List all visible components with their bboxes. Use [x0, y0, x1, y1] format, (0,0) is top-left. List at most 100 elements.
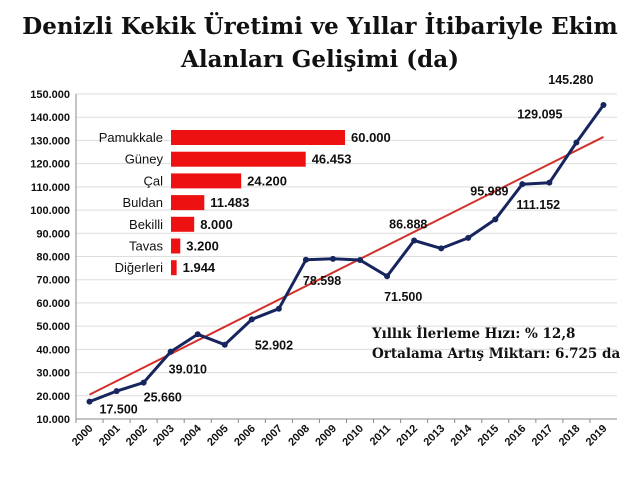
trend-line — [89, 136, 604, 396]
x-tick-label: 2017 — [530, 423, 556, 449]
inset-category-label: Buldan — [123, 195, 163, 210]
data-point — [167, 348, 174, 355]
data-label: 111.152 — [516, 198, 560, 212]
data-point — [492, 216, 499, 223]
inset-bar — [171, 151, 306, 167]
gridlines — [76, 93, 617, 420]
y-tick-label: 110.000 — [31, 182, 70, 194]
data-point — [411, 237, 418, 244]
data-point — [357, 256, 364, 263]
data-point — [275, 305, 282, 312]
data-label: 95.989 — [470, 184, 508, 198]
data-point — [194, 331, 201, 338]
chart-title: Denizli Kekik Üretimi ve Yıllar İtibariy… — [0, 10, 640, 76]
data-labels: 17.500 25.660 39.010 52.902 78.598 71.500 86.8… — [100, 73, 594, 417]
data-label: 86.888 — [389, 218, 427, 232]
data-point — [573, 139, 580, 146]
data-point — [329, 255, 336, 262]
data-label: 25.660 — [144, 391, 182, 405]
inset-value-label: 3.200 — [186, 239, 219, 254]
inset-value-label: 11.483 — [210, 195, 249, 210]
y-axis-ticks: 10.000 20.000 30.000 40.000 50.000 60.000 70.0… — [30, 89, 70, 426]
x-tick-label: 2012 — [394, 423, 420, 449]
inset-value-label: 8.000 — [200, 217, 233, 232]
data-point — [546, 179, 553, 186]
y-tick-label: 60.000 — [36, 298, 70, 310]
data-point — [221, 341, 228, 348]
x-tick-label: 2000 — [70, 423, 96, 449]
y-tick-label: 70.000 — [36, 275, 70, 287]
chart-title-line-1: Denizli Kekik Üretimi ve Yıllar İtibariy… — [22, 13, 618, 40]
x-tick-label: 2016 — [503, 423, 529, 449]
inset-value-label: 1.944 — [183, 260, 216, 275]
x-tick-label: 2014 — [449, 422, 475, 448]
series-line-group — [86, 101, 607, 405]
inset-bar — [171, 130, 345, 145]
y-tick-label: 50.000 — [36, 321, 70, 333]
trend-line-group — [89, 136, 604, 396]
data-point — [519, 181, 526, 188]
x-tick-label: 2011 — [368, 423, 393, 448]
y-tick-label: 40.000 — [36, 344, 70, 356]
y-tick-label: 120.000 — [30, 159, 70, 171]
inset-category-label: Güney — [125, 152, 164, 167]
data-label: 52.902 — [255, 338, 293, 352]
data-point — [465, 234, 472, 241]
data-label: 71.500 — [384, 290, 422, 304]
x-tick-label: 2001 — [97, 423, 123, 449]
x-tick-label: 2002 — [124, 423, 150, 449]
data-point — [302, 256, 309, 263]
inset-category-label: Tavas — [129, 239, 163, 254]
x-tick-label: 2018 — [557, 423, 583, 449]
axes — [75, 94, 617, 423]
y-tick-label: 150.000 — [30, 89, 70, 101]
y-tick-label: 80.000 — [36, 252, 70, 264]
x-tick-label: 2004 — [178, 422, 204, 448]
x-tick-label: 2008 — [286, 423, 312, 449]
y-tick-label: 90.000 — [36, 228, 70, 240]
data-point — [438, 245, 445, 252]
data-label: 39.010 — [169, 363, 207, 377]
data-point — [248, 316, 255, 323]
inset-value-label: 60.000 — [351, 130, 391, 145]
y-tick-label: 20.000 — [36, 391, 70, 403]
y-tick-label: 10.000 — [36, 414, 70, 426]
inset-bar — [171, 238, 181, 254]
x-axis-ticks: 2000 2001 2002 2003 2004 2005 2006 2007 2008 2009… — [70, 422, 610, 448]
inset-category-label: Çal — [143, 173, 163, 188]
x-tick-label: 2009 — [313, 423, 339, 449]
data-point — [113, 388, 120, 395]
data-point — [86, 398, 93, 405]
data-point — [600, 101, 607, 108]
x-tick-label: 2003 — [151, 423, 177, 449]
inset-category-label: Diğerleri — [115, 260, 164, 275]
stats-annotation: Yıllık İlerleme Hızı: % 12,8 Ortalama Ar… — [372, 324, 628, 364]
inset-bar — [171, 195, 205, 211]
series-line — [88, 104, 605, 403]
y-tick-label: 30.000 — [36, 368, 70, 380]
data-point — [140, 379, 147, 386]
data-label: 78.598 — [303, 274, 341, 288]
data-label: 145.280 — [548, 73, 593, 87]
inset-bar — [171, 216, 195, 232]
x-tick-label: 2006 — [232, 423, 258, 449]
average-increase-text: Ortalama Artış Miktarı: 6.725 da — [372, 346, 621, 362]
x-tick-label: 2010 — [340, 423, 366, 449]
x-tick-label: 2015 — [476, 423, 502, 449]
x-tick-label: 2005 — [205, 423, 231, 449]
inset-value-label: 46.453 — [312, 152, 352, 167]
x-tick-label: 2007 — [259, 423, 285, 449]
annual-growth-rate-text: Yıllık İlerleme Hızı: % 12,8 — [372, 326, 576, 342]
inset-bar-chart: Pamukkale 60.000 Güney 46.453 Çal 24.200 Bulda… — [99, 130, 391, 276]
data-point — [384, 273, 391, 280]
inset-category-label: Bekilli — [129, 217, 163, 232]
data-label: 17.500 — [100, 403, 138, 417]
inset-bar — [171, 260, 177, 276]
inset-bar — [171, 173, 242, 189]
y-tick-label: 100.000 — [30, 205, 70, 217]
chart-title-line-2: Alanları Gelişimi (da) — [181, 46, 459, 73]
y-tick-label: 140.000 — [30, 112, 70, 124]
x-tick-label: 2013 — [421, 423, 447, 449]
data-label: 129.095 — [517, 108, 562, 122]
